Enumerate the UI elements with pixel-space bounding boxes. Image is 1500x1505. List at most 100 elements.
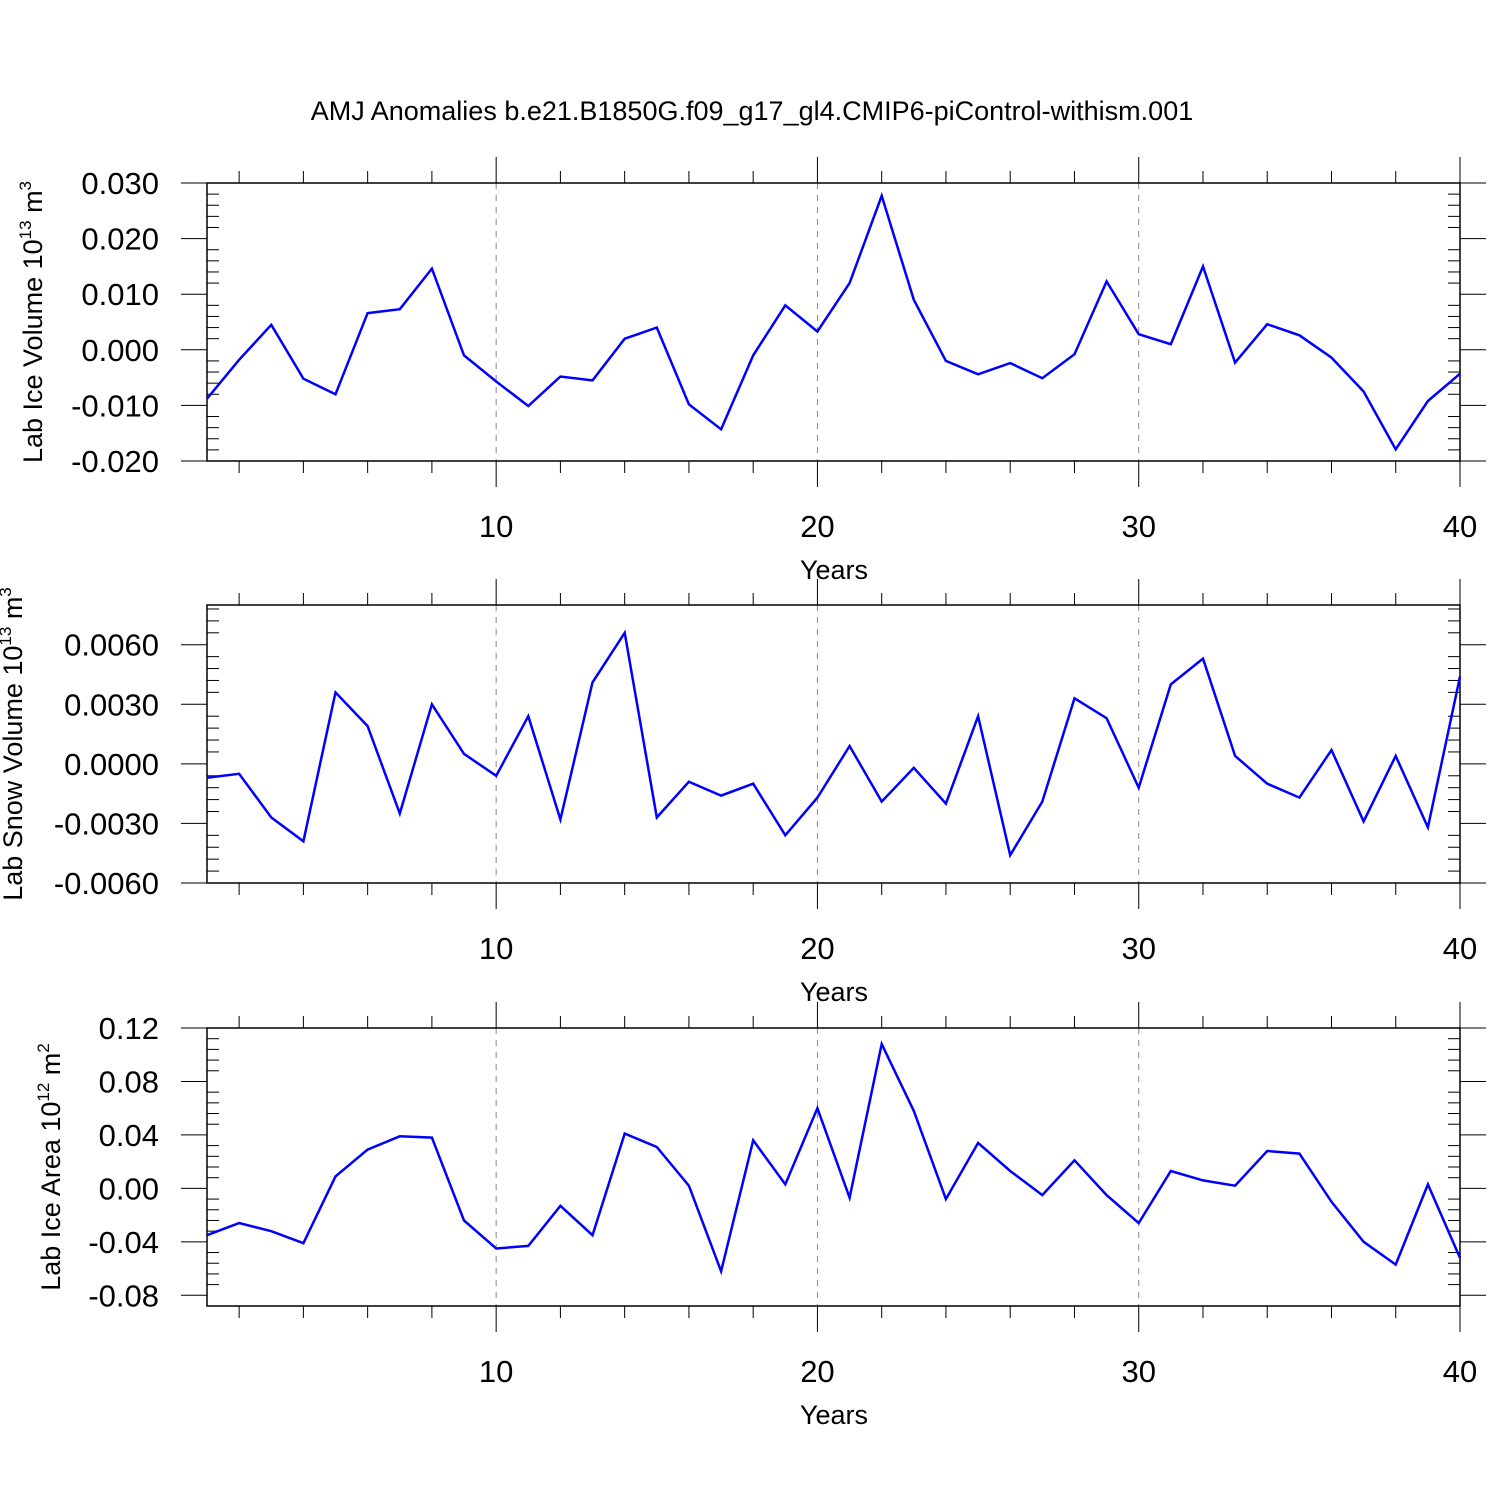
y-axis-title-unit: m	[18, 190, 48, 220]
data-point	[334, 392, 338, 396]
x-tick-label: 20	[800, 509, 834, 544]
data-point	[912, 1109, 916, 1113]
data-point	[1169, 1169, 1173, 1173]
y-tick-label: 0.00	[99, 1171, 159, 1206]
data-point	[1329, 1200, 1333, 1204]
data-point	[205, 1233, 209, 1237]
data-point	[655, 815, 659, 819]
x-tick-label: 20	[800, 931, 834, 966]
data-point	[880, 194, 884, 198]
data-point	[1458, 674, 1462, 678]
y-axis-title-unit: m	[36, 1053, 66, 1083]
data-point	[976, 714, 980, 718]
y-axis-title-exponent: 13	[0, 627, 15, 646]
data-point	[655, 1145, 659, 1149]
data-point	[1040, 1193, 1044, 1197]
data-point	[751, 782, 755, 786]
x-tick-label: 30	[1121, 1354, 1155, 1389]
data-point	[301, 377, 305, 381]
data-point	[1105, 716, 1109, 720]
y-axis-title-text: Lab Ice Volume 10	[18, 239, 48, 463]
data-point	[1169, 682, 1173, 686]
data-point	[591, 680, 595, 684]
plot-frame	[206, 1027, 1461, 1307]
data-point	[687, 780, 691, 784]
plot-frame	[206, 182, 1461, 462]
data-point	[815, 1106, 819, 1110]
y-tick-label: 0.0000	[64, 747, 159, 782]
y-tick-label: -0.0060	[54, 866, 159, 901]
data-point	[558, 1204, 562, 1208]
data-point	[1137, 1221, 1141, 1225]
data-point	[398, 812, 402, 816]
y-tick-label: 0.010	[81, 277, 159, 312]
data-point	[1426, 1182, 1430, 1186]
figure-title: AMJ Anomalies b.e21.B1850G.f09_g17_gl4.C…	[311, 96, 1193, 126]
y-axis-title-unit-exponent: 3	[16, 181, 35, 190]
data-point	[366, 311, 370, 315]
data-point	[719, 427, 723, 431]
y-axis-title: Lab Ice Volume 1013 m3	[16, 181, 48, 463]
x-tick-label: 40	[1443, 931, 1477, 966]
data-point	[1394, 754, 1398, 758]
data-point	[1105, 1193, 1109, 1197]
data-point	[591, 1233, 595, 1237]
data-point	[912, 298, 916, 302]
data-point	[783, 833, 787, 837]
y-axis-title-exponent: 12	[34, 1083, 53, 1102]
data-point	[526, 714, 530, 718]
data-point	[655, 326, 659, 330]
x-tick-label: 20	[800, 1354, 834, 1389]
data-point	[205, 397, 209, 401]
data-point	[1072, 352, 1076, 356]
data-point	[719, 794, 723, 798]
data-point	[719, 1269, 723, 1273]
y-axis-title-unit: m	[0, 597, 28, 627]
data-point	[815, 796, 819, 800]
data-point	[1169, 342, 1173, 346]
y-tick-label: -0.08	[88, 1278, 159, 1313]
data-point	[1362, 390, 1366, 394]
data-point	[944, 1197, 948, 1201]
series-line	[206, 191, 1461, 452]
x-tick-label: 30	[1121, 509, 1155, 544]
data-point	[301, 839, 305, 843]
data-point	[623, 337, 627, 341]
y-tick-label: -0.0030	[54, 806, 159, 841]
data-point	[1297, 796, 1301, 800]
data-point	[944, 359, 948, 363]
data-point	[237, 358, 241, 362]
y-axis-title-text: Lab Snow Volume 10	[0, 646, 28, 901]
data-point	[1072, 1158, 1076, 1162]
y-axis-title-unit-exponent: 3	[0, 587, 15, 596]
data-point	[783, 303, 787, 307]
data-point	[1072, 696, 1076, 700]
data-point	[366, 724, 370, 728]
data-point	[976, 1141, 980, 1145]
data-point	[1394, 1263, 1398, 1267]
data-point	[912, 766, 916, 770]
data-point	[1265, 1149, 1269, 1153]
data-point	[526, 1244, 530, 1248]
data-point	[558, 817, 562, 821]
data-point	[848, 281, 852, 285]
data-point	[1265, 782, 1269, 786]
data-point	[269, 323, 273, 327]
data-point	[1426, 825, 1430, 829]
y-axis-title-unit-exponent: 2	[34, 1043, 53, 1052]
data-point	[1297, 333, 1301, 337]
data-point	[591, 378, 595, 382]
data-point	[848, 744, 852, 748]
y-axis-title-exponent: 13	[16, 220, 35, 239]
x-tick-label: 30	[1121, 931, 1155, 966]
data-point	[623, 631, 627, 635]
y-axis-title: Lab Snow Volume 1013 m3	[0, 587, 28, 901]
y-tick-label: 0.000	[81, 333, 159, 368]
panel-1: 10 20 30 40 0.030 0.020 0.010 0.000 -0.010 -0.020…	[16, 157, 1486, 585]
data-point	[526, 404, 530, 408]
data-point	[558, 374, 562, 378]
data-point	[848, 1196, 852, 1200]
x-axis-title: Years	[800, 1400, 868, 1430]
data-point	[1008, 361, 1012, 365]
